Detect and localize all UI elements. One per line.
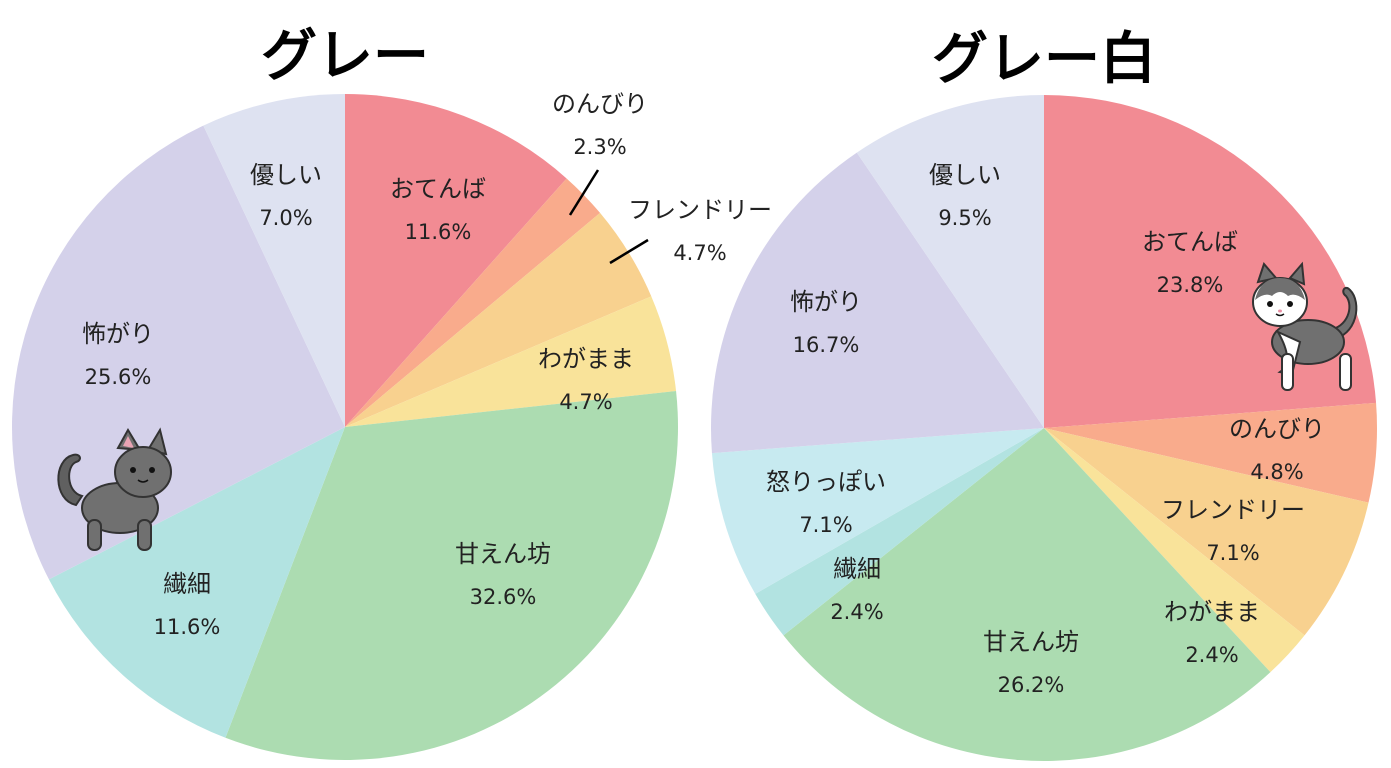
pie-labels: おてんば 23.8% のんびり 4.8% フレンドリー 7.1% わがまま 2.4% 甘えん坊 2… — [766, 161, 1325, 697]
slice-value-label: 23.8% — [1157, 273, 1224, 297]
pie-slice — [1044, 95, 1377, 428]
pie-slice — [755, 428, 1044, 636]
pie-slice — [345, 296, 677, 427]
pie-slice — [48, 427, 345, 738]
leader-line-nonbiri — [568, 169, 600, 216]
slice-value-label: 7.0% — [259, 206, 312, 230]
pie-slice — [1044, 428, 1369, 636]
pie-slice — [711, 428, 1044, 594]
gray-white-cat-icon — [1252, 261, 1358, 391]
slice-value-label: 9.5% — [938, 206, 991, 230]
pie-slice — [345, 178, 601, 427]
pie-slice — [783, 428, 1271, 761]
slice-label: 繊細 — [833, 555, 881, 583]
slice-value-label: 4.7% — [673, 241, 726, 265]
pie-slice — [345, 212, 652, 427]
pie-slice — [1044, 402, 1377, 503]
pie-labels: おてんば 11.6% のんびり 2.3% フレンドリー 4.7% わがまま 4.7% 甘えん坊 3… — [82, 90, 772, 639]
pie-slice — [711, 152, 1044, 454]
leader-line-friendly — [609, 238, 649, 265]
slice-value-label: 32.6% — [470, 585, 537, 609]
slice-label: 怒りっぽい — [766, 468, 886, 496]
pie-slice — [856, 94, 1044, 428]
gray-cat-icon — [57, 427, 172, 551]
slice-value-label: 16.7% — [793, 333, 860, 357]
pie-chart-gray-white: グレー白 おてんば 23.8% のんびり 4.8% フレンドリー 7.1% わがまま 2.4%… — [711, 27, 1377, 761]
slice-value-label: 7.1% — [1206, 541, 1259, 565]
pie-slices — [11, 94, 679, 760]
slice-value-label: 7.1% — [799, 513, 852, 537]
slice-value-label: 25.6% — [85, 365, 152, 389]
slice-label: のんびり — [552, 90, 648, 118]
slice-label: 怖がり — [82, 320, 154, 348]
slice-value-label: 2.3% — [573, 135, 626, 159]
pie-slice — [203, 94, 345, 427]
slice-label: 甘えん坊 — [455, 540, 551, 568]
slice-value-label: 2.4% — [830, 600, 883, 624]
pie-slice — [1044, 428, 1305, 673]
slice-label: フレンドリー — [628, 196, 772, 224]
slice-label: 優しい — [250, 161, 322, 189]
slice-label: 繊細 — [163, 570, 211, 598]
chart-title-gray: グレー — [261, 24, 429, 89]
slice-value-label: 26.2% — [998, 673, 1065, 697]
slice-label: のんびり — [1229, 415, 1325, 443]
pie-slice — [345, 94, 567, 427]
pie-slice — [225, 391, 679, 760]
slice-label: 怖がり — [790, 288, 862, 316]
slice-label: 優しい — [929, 161, 1001, 189]
pie-chart-gray: グレー おてんば 11.6% のんびり 2.3% フレンドリー 4.7% わがまま 4.7% 甘… — [11, 24, 772, 760]
slice-value-label: 11.6% — [154, 615, 221, 639]
slice-value-label: 11.6% — [405, 220, 472, 244]
slice-value-label: 2.4% — [1185, 643, 1238, 667]
slice-label: おてんば — [1142, 228, 1238, 256]
slice-label: わがまま — [538, 345, 634, 373]
pie-slice — [11, 125, 346, 580]
slice-label: フレンドリー — [1161, 496, 1305, 524]
slice-value-label: 4.8% — [1250, 460, 1303, 484]
slice-label: 甘えん坊 — [983, 628, 1079, 656]
slice-value-label: 4.7% — [559, 390, 612, 414]
slice-label: わがまま — [1164, 598, 1260, 626]
chart-title-gray-white: グレー白 — [932, 27, 1156, 92]
slice-label: おてんば — [390, 175, 486, 203]
